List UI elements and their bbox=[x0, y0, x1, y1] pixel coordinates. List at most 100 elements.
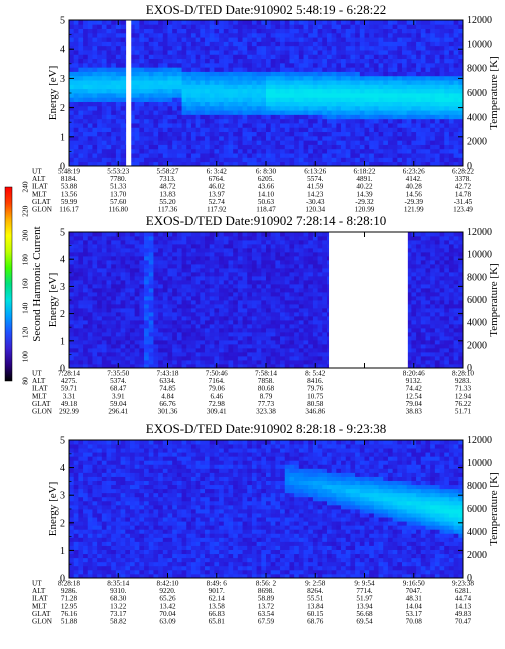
heatmap-cell bbox=[129, 80, 136, 85]
heatmap-cell bbox=[209, 300, 215, 305]
heatmap-cell bbox=[402, 131, 408, 137]
heatmap-cell bbox=[195, 288, 201, 293]
heatmap-cell bbox=[148, 131, 154, 137]
heatmap-cell bbox=[209, 320, 215, 325]
heatmap-cell bbox=[270, 296, 276, 301]
heatmap-cell bbox=[167, 304, 173, 309]
heatmap-cell bbox=[120, 248, 126, 253]
heatmap-cell bbox=[453, 148, 459, 154]
heatmap-cell bbox=[341, 161, 347, 167]
heatmap-cell bbox=[453, 41, 459, 47]
heatmap-cell bbox=[247, 304, 253, 309]
heatmap-cell bbox=[115, 135, 121, 141]
heatmap-cell bbox=[200, 320, 206, 325]
heatmap-cell bbox=[83, 268, 89, 273]
heatmap-cell bbox=[237, 84, 243, 90]
heatmap-cell bbox=[373, 20, 379, 25]
heatmap-cell bbox=[73, 71, 79, 77]
heatmap-cell bbox=[233, 20, 239, 25]
colorbar-tick: 220 bbox=[21, 205, 30, 217]
heatmap-cell bbox=[162, 88, 168, 94]
heatmap-cell bbox=[350, 161, 356, 167]
heatmap-cell bbox=[223, 50, 229, 55]
heatmap-cell bbox=[383, 24, 389, 29]
heatmap-cell bbox=[223, 54, 229, 60]
heatmap-cell bbox=[378, 80, 384, 85]
heatmap-cell bbox=[233, 153, 239, 158]
heatmap-cell bbox=[303, 336, 309, 341]
heatmap-cell bbox=[364, 84, 370, 90]
heatmap-cell bbox=[176, 292, 182, 297]
heatmap-cell bbox=[303, 135, 309, 141]
heatmap-cell bbox=[364, 123, 370, 128]
heatmap-cell bbox=[148, 264, 154, 269]
heatmap-cell bbox=[308, 54, 314, 60]
heatmap-cell bbox=[200, 127, 206, 133]
heatmap-cell bbox=[261, 140, 267, 145]
heatmap-cell bbox=[162, 135, 168, 141]
heatmap-cell bbox=[233, 296, 239, 301]
heatmap-cell bbox=[387, 101, 394, 107]
heatmap-cell bbox=[186, 296, 192, 301]
heatmap-cell bbox=[148, 356, 154, 361]
heatmap-cell bbox=[167, 140, 173, 145]
heatmap-cell bbox=[275, 360, 281, 365]
heatmap-cell bbox=[289, 135, 295, 141]
heatmap-cell bbox=[153, 312, 159, 317]
heatmap-cell bbox=[176, 284, 182, 289]
heatmap-cell bbox=[97, 332, 103, 337]
heatmap-cell bbox=[78, 356, 84, 361]
y-right-axis-label: Temperature [K] bbox=[488, 56, 500, 129]
heatmap-cell bbox=[430, 88, 436, 94]
heatmap-cell bbox=[200, 312, 206, 317]
heatmap-cell bbox=[420, 153, 426, 158]
heatmap-cell bbox=[369, 71, 375, 77]
heatmap-cell bbox=[134, 161, 140, 167]
heatmap-cell bbox=[87, 93, 93, 98]
heatmap-cell bbox=[237, 118, 243, 124]
heatmap-cell bbox=[73, 58, 79, 64]
heatmap-cell bbox=[111, 260, 117, 265]
heatmap-cell bbox=[205, 280, 211, 285]
heatmap-cell bbox=[162, 110, 168, 115]
heatmap-cell bbox=[106, 236, 112, 241]
heatmap-cell bbox=[209, 97, 215, 102]
heatmap-cell bbox=[167, 232, 173, 237]
heatmap-cell bbox=[294, 161, 300, 167]
heatmap-cell bbox=[200, 340, 206, 345]
heatmap-cell bbox=[275, 123, 281, 128]
heatmap-cell bbox=[312, 296, 318, 301]
heatmap-cell bbox=[181, 340, 187, 345]
heatmap-cell bbox=[280, 324, 286, 329]
heatmap-cell bbox=[219, 157, 225, 163]
heatmap-cell bbox=[139, 118, 145, 124]
heatmap-cell bbox=[158, 276, 164, 281]
heatmap-cell bbox=[190, 144, 197, 150]
heatmap-cell bbox=[139, 101, 145, 107]
heatmap-cell bbox=[308, 236, 314, 241]
heatmap-cell bbox=[416, 144, 422, 150]
heatmap-cell bbox=[261, 320, 267, 325]
heatmap-cell bbox=[298, 45, 304, 51]
heatmap-cell bbox=[120, 45, 126, 51]
heatmap-cell bbox=[420, 140, 426, 145]
heatmap-cell bbox=[92, 80, 98, 85]
heatmap-cell bbox=[233, 118, 239, 124]
heatmap-cell bbox=[153, 93, 159, 98]
heatmap-cell bbox=[359, 93, 365, 98]
heatmap-cell bbox=[78, 304, 84, 309]
heatmap-cell bbox=[326, 93, 333, 98]
heatmap-cell bbox=[167, 71, 173, 77]
heatmap-cell bbox=[190, 101, 197, 107]
heatmap-cell bbox=[289, 268, 295, 273]
heatmap-cell bbox=[129, 71, 136, 77]
heatmap-cell bbox=[87, 248, 93, 253]
heatmap-cell bbox=[209, 84, 215, 90]
heatmap-cell bbox=[214, 118, 220, 124]
heatmap-cell bbox=[266, 244, 272, 249]
heatmap-cell bbox=[420, 131, 426, 137]
heatmap-cell bbox=[322, 272, 328, 277]
heatmap-cell bbox=[312, 114, 318, 120]
heatmap-cell bbox=[134, 268, 140, 273]
heatmap-cell bbox=[392, 75, 398, 81]
